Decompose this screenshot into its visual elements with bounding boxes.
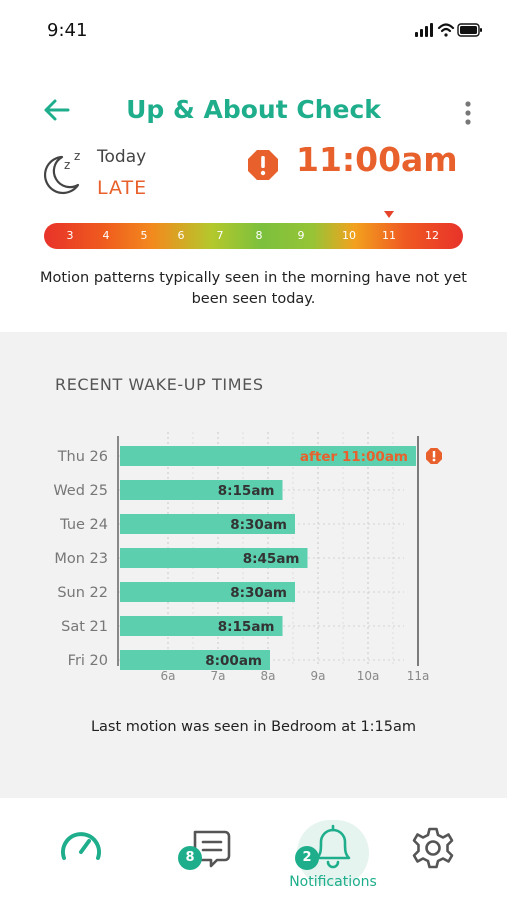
status-time: 9:41	[47, 20, 88, 41]
svg-text:z: z	[74, 149, 80, 163]
bar-value-label: 8:30am	[230, 517, 287, 533]
bar-value-label: 8:15am	[218, 619, 275, 635]
category-label: Thu 26	[57, 449, 108, 465]
category-label: Fri 20	[68, 653, 108, 669]
battery-icon	[457, 23, 482, 37]
wake-up-times-chart: Thu 26 after 11:00am Wed 25 8:15am Tue 24 8:3…	[53, 432, 442, 683]
bar-value-label: 8:30am	[230, 585, 287, 601]
scale-tick: 9	[297, 229, 305, 242]
tab-notifications[interactable]: 2	[293, 810, 373, 890]
status-description: Motion patterns typically seen in the mo…	[40, 270, 467, 307]
bar-sun-22	[120, 582, 295, 602]
wake-time-scale: 3 4 5 6 7 8 9 10 11 12	[44, 223, 463, 249]
wifi-icon	[437, 23, 455, 37]
wake-time-display: 11:00am	[246, 140, 476, 188]
svg-text:z: z	[64, 158, 70, 172]
scale-tick: 5	[140, 229, 148, 242]
bar-value-label: 8:15am	[218, 483, 275, 499]
x-tick-label: 10a	[357, 669, 380, 683]
scale-current-marker	[384, 211, 394, 218]
today-status: z z Today LATE	[40, 145, 240, 207]
more-options-icon[interactable]	[456, 98, 480, 132]
section-title: RECENT WAKE-UP TIMES	[55, 375, 264, 394]
scale-tick: 6	[177, 229, 185, 242]
scale-tick: 7	[216, 229, 224, 242]
tab-bar: 8 2 Notifications	[0, 798, 507, 900]
status-icons	[415, 23, 482, 37]
alert-icon	[248, 150, 278, 180]
page-title: Up & About Check	[126, 95, 381, 124]
tab-messages[interactable]: 8	[173, 810, 253, 890]
status-bar: 9:41	[0, 0, 507, 62]
gear-icon[interactable]	[393, 810, 473, 890]
cellular-signal-icon	[415, 23, 433, 37]
gauge-icon[interactable]	[40, 810, 120, 890]
x-tick-label: 8a	[261, 669, 276, 683]
today-label: Today	[97, 147, 147, 167]
bar-mon-23	[120, 548, 308, 568]
bar-wed-25	[120, 480, 283, 500]
category-label: Sun 22	[57, 585, 108, 601]
scale-tick: 12	[425, 229, 439, 242]
notifications-badge: 2	[295, 846, 319, 870]
bell-icon	[315, 824, 351, 869]
header: Up & About Check	[0, 88, 507, 136]
late-alert-icon	[426, 448, 442, 464]
category-label: Tue 24	[59, 517, 108, 533]
x-tick-label: 7a	[211, 669, 226, 683]
x-tick-label: 6a	[161, 669, 176, 683]
scale-tick: 10	[342, 229, 356, 242]
wake-time: 11:00am	[296, 140, 458, 179]
bar-fri-20	[120, 650, 270, 670]
late-status-label: LATE	[97, 177, 148, 199]
messages-badge: 8	[178, 846, 202, 870]
sleep-moon-icon: z z	[43, 149, 80, 195]
x-tick-label: 11a	[407, 669, 430, 683]
bar-sat-21	[120, 616, 283, 636]
category-label: Mon 23	[54, 551, 108, 567]
x-tick-label: 9a	[311, 669, 326, 683]
scale-tick: 4	[102, 229, 110, 242]
back-arrow-icon[interactable]	[38, 94, 74, 126]
bar-thu-26	[120, 446, 416, 466]
category-label: Sat 21	[61, 619, 108, 635]
history-panel: RECENT WAKE-UP TIMES Thu 26 after 11:00am…	[0, 332, 507, 798]
bar-value-label: after 11:00am	[300, 449, 408, 465]
bar-value-label: 8:00am	[205, 653, 262, 669]
last-motion-text: Last motion was seen in Bedroom at 1:15a…	[90, 719, 417, 735]
bar-value-label: 8:45am	[243, 551, 300, 567]
scale-tick: 8	[255, 229, 263, 242]
scale-tick: 3	[66, 229, 74, 242]
tab-label-notifications[interactable]: Notifications	[289, 874, 377, 890]
scale-tick: 11	[382, 229, 396, 242]
bar-tue-24	[120, 514, 295, 534]
category-label: Wed 25	[53, 483, 108, 499]
